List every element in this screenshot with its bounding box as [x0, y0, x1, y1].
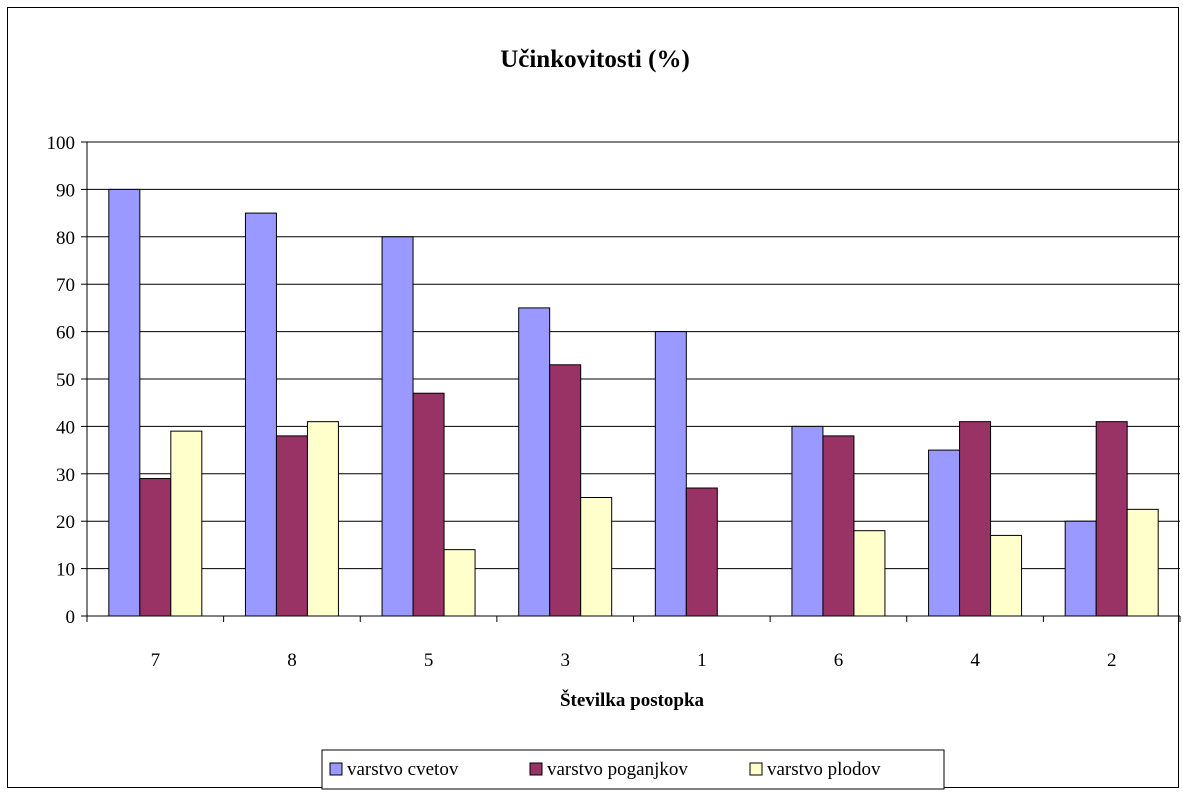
x-tick-label: 1: [697, 650, 707, 671]
x-axis-title: Številka postopka: [560, 689, 705, 711]
y-tick-label: 30: [56, 465, 75, 486]
legend-box: [321, 749, 945, 790]
bar-varstvo-cvetov-7: [108, 188, 141, 617]
x-tick-label: 4: [970, 650, 980, 671]
y-tick-label: 40: [56, 417, 75, 438]
bar-varstvo-poganjkov-5: [412, 392, 445, 617]
x-tick-label: 3: [560, 650, 570, 671]
y-tick-labels: 0 10 20 30 40 50 60 70 80 90 100: [47, 133, 76, 628]
x-tick-labels: 7 8 5 3 1 6 4 2: [151, 650, 1117, 671]
y-tick-label: 70: [56, 275, 75, 296]
bar-varstvo-cvetov-3: [518, 307, 551, 617]
y-tick-label: 10: [56, 560, 75, 581]
bar-varstvo-plodov-3: [580, 497, 613, 617]
bar-varstvo-poganjkov-1: [685, 487, 718, 617]
x-tick-label: 6: [834, 650, 844, 671]
y-tick-label: 0: [66, 607, 76, 628]
x-tick-label: 7: [151, 650, 161, 671]
bar-varstvo-plodov-7: [170, 430, 203, 617]
y-tick-label: 90: [56, 180, 75, 201]
bar-varstvo-poganjkov-8: [275, 435, 308, 617]
axes: [81, 141, 1181, 622]
bar-varstvo-poganjkov-2: [1095, 421, 1128, 617]
x-tick-label: 5: [424, 650, 434, 671]
bar-varstvo-cvetov-2: [1064, 520, 1097, 617]
y-tick-label: 80: [56, 228, 75, 249]
chart-title: Učinkovitosti (%): [500, 46, 690, 73]
bar-varstvo-poganjkov-3: [549, 364, 582, 617]
bar-varstvo-plodov-4: [990, 534, 1023, 617]
bar-varstvo-plodov-2: [1126, 508, 1159, 617]
bar-varstvo-plodov-8: [306, 421, 339, 617]
x-tick-label: 2: [1107, 650, 1117, 671]
legend: varstvo cvetov varstvo poganjkov varstvo p…: [321, 749, 945, 790]
bars: [108, 188, 1159, 617]
bar-varstvo-cvetov-8: [244, 212, 277, 617]
bar-varstvo-cvetov-4: [928, 449, 961, 617]
x-tick-label: 8: [287, 650, 297, 671]
legend-swatch: [529, 762, 543, 776]
legend-label: varstvo cvetov: [347, 759, 459, 780]
bar-varstvo-cvetov-6: [791, 425, 824, 617]
bar-varstvo-cvetov-1: [654, 331, 687, 617]
legend-label: varstvo poganjkov: [547, 759, 688, 780]
bar-varstvo-plodov-5: [443, 549, 476, 617]
y-tick-label: 20: [56, 512, 75, 533]
bar-varstvo-poganjkov-6: [822, 435, 855, 617]
y-tick-label: 100: [47, 133, 76, 154]
bar-varstvo-poganjkov-7: [139, 478, 172, 617]
bar-varstvo-plodov-6: [853, 530, 886, 617]
legend-swatch: [329, 762, 343, 776]
chart-frame: [7, 7, 1179, 788]
y-tick-label: 60: [56, 323, 75, 344]
legend-label: varstvo plodov: [767, 759, 881, 780]
bar-varstvo-poganjkov-4: [959, 421, 992, 617]
y-tick-label: 50: [56, 370, 75, 391]
bar-varstvo-cvetov-5: [381, 236, 414, 617]
legend-swatch: [749, 762, 763, 776]
